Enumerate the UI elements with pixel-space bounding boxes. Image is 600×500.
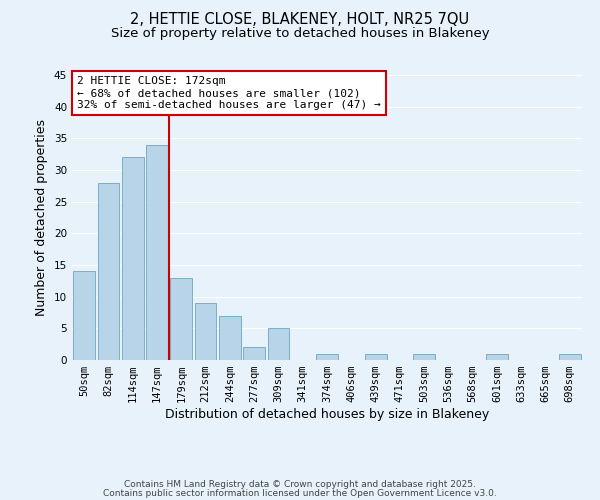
Bar [365, 354, 386, 360]
Text: 2 HETTIE CLOSE: 172sqm
← 68% of detached houses are smaller (102)
32% of semi-de: 2 HETTIE CLOSE: 172sqm ← 68% of detached… [77, 76, 381, 110]
Bar [194, 303, 217, 360]
Bar [73, 272, 95, 360]
Bar [97, 182, 119, 360]
Y-axis label: Number of detached properties: Number of detached properties [35, 119, 49, 316]
Text: Contains public sector information licensed under the Open Government Licence v3: Contains public sector information licen… [103, 488, 497, 498]
Bar [413, 354, 435, 360]
Bar [170, 278, 192, 360]
Bar [243, 348, 265, 360]
Bar [219, 316, 241, 360]
Bar [122, 158, 143, 360]
Bar [268, 328, 289, 360]
Text: 2, HETTIE CLOSE, BLAKENEY, HOLT, NR25 7QU: 2, HETTIE CLOSE, BLAKENEY, HOLT, NR25 7Q… [130, 12, 470, 28]
Bar [559, 354, 581, 360]
X-axis label: Distribution of detached houses by size in Blakeney: Distribution of detached houses by size … [165, 408, 489, 421]
Bar [146, 144, 168, 360]
Bar [316, 354, 338, 360]
Text: Size of property relative to detached houses in Blakeney: Size of property relative to detached ho… [110, 28, 490, 40]
Text: Contains HM Land Registry data © Crown copyright and database right 2025.: Contains HM Land Registry data © Crown c… [124, 480, 476, 489]
Bar [486, 354, 508, 360]
